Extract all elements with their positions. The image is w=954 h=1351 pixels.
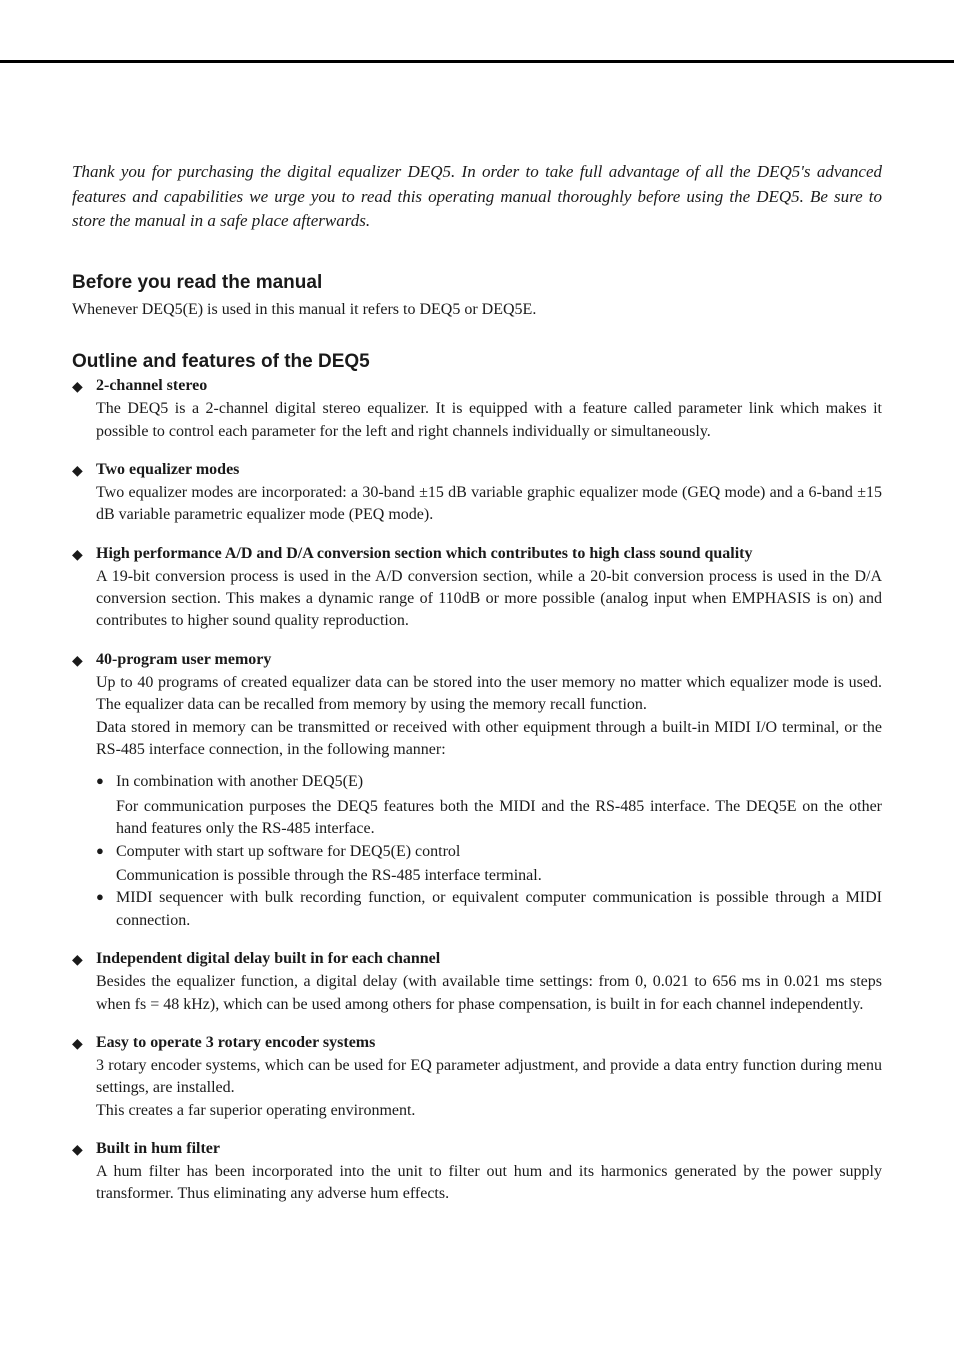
sublist-item: ● In combination with another DEQ5(E) (96, 771, 882, 793)
feature-head: ◆ Independent digital delay built in for … (72, 950, 882, 971)
feature-head: ◆ Two equalizer modes (72, 461, 882, 482)
bullet-icon: ● (96, 887, 110, 908)
feature-item: ◆ Built in hum filter A hum filter has bee… (72, 1140, 882, 1206)
feature-head: ◆ High performance A/D and D/A conversion… (72, 545, 882, 566)
feature-head: ◆ 40-program user memory (72, 651, 882, 672)
diamond-icon: ◆ (72, 950, 90, 971)
feature-body: A hum filter has been incorporated into … (96, 1161, 882, 1206)
feature-body: Besides the equalizer function, a digita… (96, 971, 882, 1016)
features-list: ◆ 2-channel stereo The DEQ5 is a 2-channel… (72, 377, 882, 1206)
outline-heading: Outline and features of the DEQ5 (72, 351, 882, 373)
feature-title: 2-channel stereo (96, 377, 207, 395)
diamond-icon: ◆ (72, 377, 90, 398)
before-text: Whenever DEQ5(E) is used in this manual … (72, 298, 882, 321)
feature-title: Independent digital delay built in for e… (96, 950, 440, 968)
feature-body: A 19-bit conversion process is used in t… (96, 566, 882, 633)
feature-title: High performance A/D and D/A conversion … (96, 545, 753, 563)
sublist-item: ● MIDI sequencer with bulk recording func… (96, 887, 882, 932)
feature-title: 40-program user memory (96, 651, 271, 669)
feature-item: ◆ 2-channel stereo The DEQ5 is a 2-channel… (72, 377, 882, 443)
intro-paragraph: Thank you for purchasing the digital equ… (72, 160, 882, 234)
diamond-icon: ◆ (72, 461, 90, 482)
sublist-head: MIDI sequencer with bulk recording funct… (116, 887, 882, 932)
diamond-icon: ◆ (72, 545, 90, 566)
feature-body: 3 rotary encoder systems, which can be u… (96, 1055, 882, 1122)
feature-body: Two equalizer modes are incorporated: a … (96, 482, 882, 527)
diamond-icon: ◆ (72, 651, 90, 672)
bullet-icon: ● (96, 841, 110, 862)
document-page: Thank you for purchasing the digital equ… (0, 0, 954, 1351)
sublist-head: In combination with another DEQ5(E) (116, 771, 882, 793)
diamond-icon: ◆ (72, 1034, 90, 1055)
feature-item: ◆ Independent digital delay built in for … (72, 950, 882, 1016)
feature-item: ◆ High performance A/D and D/A conversion… (72, 545, 882, 633)
bullet-icon: ● (96, 771, 110, 792)
feature-title: Easy to operate 3 rotary encoder systems (96, 1034, 375, 1052)
page-content: Thank you for purchasing the digital equ… (0, 0, 954, 1284)
feature-body: The DEQ5 is a 2-channel digital stereo e… (96, 398, 882, 443)
sublist-item: ● Computer with start up software for DEQ… (96, 841, 882, 863)
sublist-head: Computer with start up software for DEQ5… (116, 841, 882, 863)
feature-title: Two equalizer modes (96, 461, 239, 479)
feature-title: Built in hum filter (96, 1140, 220, 1158)
top-horizontal-rule (0, 60, 954, 63)
diamond-icon: ◆ (72, 1140, 90, 1161)
sublist-desc: For communication purposes the DEQ5 feat… (116, 796, 882, 841)
before-heading: Before you read the manual (72, 272, 882, 294)
feature-item: ◆ Two equalizer modes Two equalizer modes … (72, 461, 882, 527)
feature-head: ◆ 2-channel stereo (72, 377, 882, 398)
feature-sublist: ● In combination with another DEQ5(E) For … (96, 771, 882, 932)
feature-item: ◆ 40-program user memory Up to 40 programs… (72, 651, 882, 932)
feature-head: ◆ Easy to operate 3 rotary encoder system… (72, 1034, 882, 1055)
sublist-desc: Communication is possible through the RS… (116, 865, 882, 887)
feature-head: ◆ Built in hum filter (72, 1140, 882, 1161)
feature-item: ◆ Easy to operate 3 rotary encoder system… (72, 1034, 882, 1122)
feature-body: Up to 40 programs of created equalizer d… (96, 672, 882, 762)
